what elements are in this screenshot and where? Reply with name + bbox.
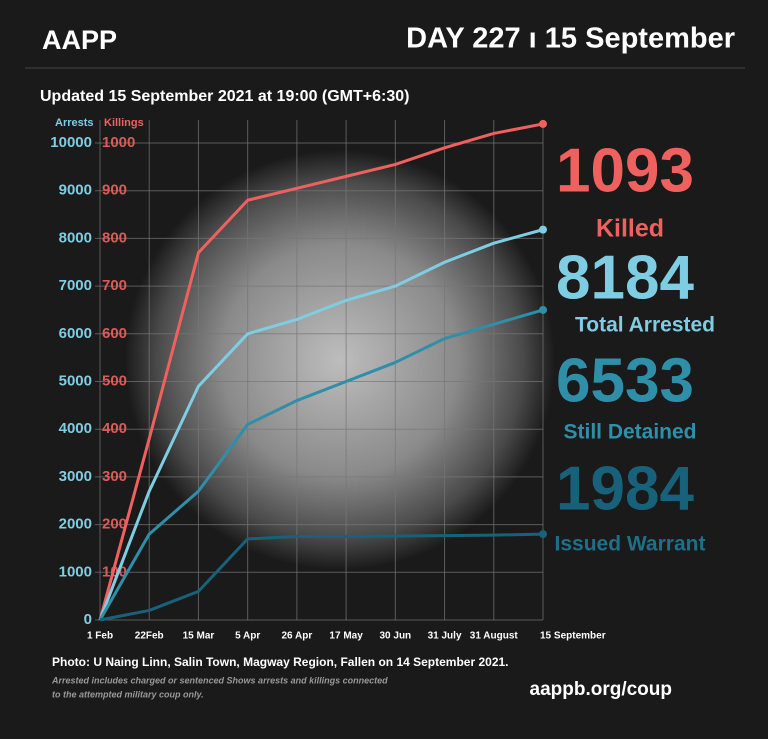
y-tick-label: 10000 <box>50 134 92 151</box>
x-tick-label: 31 August <box>470 631 519 642</box>
y2-tick-label: 400 <box>102 420 127 437</box>
y-tick-label: 7000 <box>59 277 92 294</box>
y2-tick-label: 300 <box>102 468 127 485</box>
y-tick-label: 8000 <box>59 229 92 246</box>
y2-tick-label: 500 <box>102 372 127 389</box>
end-point <box>539 225 547 234</box>
x-tick-label: 15 Mar <box>183 631 215 642</box>
stat-label: Total Arrested <box>575 314 715 337</box>
y-tick-label: 9000 <box>59 182 92 199</box>
x-tick-label: 22Feb <box>135 631 164 642</box>
series-line <box>98 228 544 621</box>
x-tick-label: 5 Apr <box>235 631 260 642</box>
y2-tick-label: 700 <box>102 277 127 294</box>
y-tick-label: 5000 <box>59 372 92 389</box>
brand: AAPP <box>42 25 117 55</box>
y-tick-label: 0 <box>84 611 92 628</box>
series-line <box>98 308 544 621</box>
y-tick-label: 1000 <box>59 563 92 580</box>
x-tick-label: 15 September <box>540 631 606 642</box>
stat-label: Killed <box>596 215 664 243</box>
y-tick-label: 6000 <box>59 325 92 342</box>
stat-label: Issued Warrant <box>555 533 706 556</box>
y2-tick-label: 200 <box>102 516 127 533</box>
url: aappb.org/coup <box>530 679 673 700</box>
photo-backdrop <box>125 150 555 570</box>
stat-number: 6533 <box>556 346 694 415</box>
x-tick-label: 1 Feb <box>87 631 113 642</box>
y-tick-label: 3000 <box>59 468 92 485</box>
y2-axis-label: Killings <box>104 117 144 129</box>
y2-tick-label: 1000 <box>102 134 135 151</box>
stat-number: 8184 <box>556 243 694 312</box>
end-point <box>539 305 547 314</box>
x-tick-label: 26 Apr <box>282 631 313 642</box>
y2-tick-label: 900 <box>102 182 127 199</box>
series-line <box>98 122 544 621</box>
footnote: Arrested includes charged or sentenced S… <box>51 675 388 685</box>
series-line <box>99 532 544 622</box>
y-tick-label: 4000 <box>59 420 92 437</box>
y2-tick-label: 800 <box>102 229 127 246</box>
stat-number: 1984 <box>556 454 694 523</box>
footnote: to the attempted military coup only. <box>52 689 204 699</box>
updated: Updated 15 September 2021 at 19:00 (GMT+… <box>40 88 409 105</box>
x-tick-label: 30 Jun <box>379 631 411 642</box>
x-tick-label: 17 May <box>329 631 363 642</box>
y2-tick-label: 600 <box>102 325 127 342</box>
y-tick-label: 2000 <box>59 516 92 533</box>
stat-label: Still Detained <box>563 421 696 444</box>
end-point <box>539 530 547 539</box>
day-title: DAY 227 ı 15 September <box>406 23 735 55</box>
y-axis-label: Arrests <box>55 117 94 129</box>
end-point <box>539 119 547 128</box>
x-tick-label: 31 July <box>428 631 462 642</box>
stat-number: 1093 <box>556 136 694 205</box>
photo-caption: Photo: U Naing Linn, Salin Town, Magway … <box>52 655 509 669</box>
